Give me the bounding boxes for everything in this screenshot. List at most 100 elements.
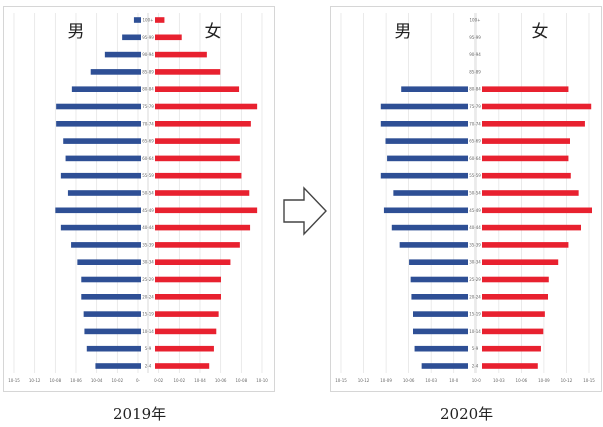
female-bar [155, 190, 250, 196]
age-label: 70-74 [469, 121, 481, 126]
age-label: 95-99 [142, 35, 154, 40]
male-bar [63, 138, 141, 144]
female-bar [155, 103, 258, 110]
male-bar [391, 224, 468, 231]
age-label: 2-4 [145, 364, 152, 369]
female-bar [155, 86, 240, 92]
male-bar [95, 363, 141, 369]
female-bar [482, 121, 585, 127]
x-tick-label: 10-06 [70, 378, 82, 383]
x-tick-label: 10-15 [8, 378, 20, 383]
x-tick-label: 10-15 [335, 378, 347, 383]
male-bar [409, 259, 468, 265]
age-label: 5-9 [145, 346, 152, 351]
male-bar [86, 345, 141, 352]
age-label: 100+ [143, 18, 154, 23]
female-bar [155, 207, 258, 214]
x-tick-label: 10-03 [493, 378, 505, 383]
age-label: 25-29 [469, 277, 481, 282]
age-label: 10-14 [469, 329, 481, 334]
female-bar [482, 86, 569, 92]
female-bar [482, 363, 538, 369]
female-bar [482, 155, 569, 162]
x-tick-label: 10-10 [256, 378, 268, 383]
female-bar [155, 51, 207, 58]
x-tick-label: 10-12 [561, 378, 573, 383]
age-label: 95-99 [469, 35, 481, 40]
female-bar [482, 276, 549, 283]
female-bar [155, 259, 231, 265]
age-label: 45-49 [142, 208, 154, 213]
male-bar [77, 259, 141, 265]
x-tick-label: 10-02 [174, 378, 186, 383]
male-bar [104, 51, 141, 58]
female-bar [155, 224, 251, 231]
age-label: 5-9 [472, 346, 479, 351]
female-label: 女 [205, 22, 222, 42]
male-bar [383, 207, 468, 214]
female-bar [482, 328, 544, 335]
female-bar [155, 311, 219, 317]
age-label: 25-29 [142, 277, 154, 282]
x-tick-label: 0-02 [154, 378, 164, 383]
female-bar [155, 34, 182, 41]
age-label: 35-39 [142, 242, 154, 247]
male-bar [56, 103, 142, 110]
x-tick-label: 10-06 [516, 378, 528, 383]
age-label: 10-14 [142, 329, 154, 334]
x-tick-label: 10-0 [472, 378, 482, 383]
age-label: 50-54 [142, 191, 154, 196]
male-bar [122, 34, 141, 41]
female-bar [155, 328, 217, 335]
age-label: 70-74 [142, 121, 154, 126]
age-label: 60-64 [469, 156, 481, 161]
x-tick-label: 10-06 [403, 378, 415, 383]
age-label: 65-69 [142, 139, 154, 144]
male-bar [399, 242, 468, 248]
female-label: 女 [532, 22, 549, 42]
age-label: 40-44 [142, 225, 154, 230]
x-tick-label: 10-02 [112, 378, 124, 383]
female-bar [482, 103, 592, 110]
female-bar [155, 138, 240, 144]
male-bar [380, 121, 468, 127]
female-bar [155, 155, 240, 162]
male-bar [81, 276, 141, 283]
female-bar [155, 276, 221, 283]
male-bar [401, 86, 468, 92]
age-label: 2-4 [472, 364, 479, 369]
male-bar [81, 294, 141, 300]
age-label: 65-69 [469, 139, 481, 144]
female-bar [155, 172, 242, 179]
female-bar [482, 294, 548, 300]
age-label: 85-89 [142, 69, 154, 74]
age-label: 15-19 [142, 312, 154, 317]
x-tick-label: 10-06 [215, 378, 227, 383]
age-label: 90-94 [469, 52, 481, 57]
x-tick-label: 10-12 [29, 378, 41, 383]
male-label: 男 [68, 22, 85, 42]
female-bar [155, 345, 214, 352]
x-tick-label: 0- [136, 378, 141, 383]
male-bar [56, 121, 142, 127]
pyramid-2020-panel: 10-15 10-12 10-09 10-06 10-03 10-0 10-0 10-03 10… [330, 6, 602, 392]
x-tick-label: 10-03 [425, 378, 437, 383]
right-arrow-outline-icon [283, 186, 327, 236]
age-label: 80-84 [142, 87, 154, 92]
male-bar [55, 207, 141, 214]
age-label: 30-34 [142, 260, 154, 265]
year-caption-2020: 2020年 [440, 405, 494, 423]
male-bar [410, 276, 468, 283]
age-label: 50-54 [469, 191, 481, 196]
pyramid-2019-panel: 10-15 10-12 10-08 10-06 10-04 10-02 0- 0-02 10-0… [3, 6, 275, 392]
female-bar [155, 242, 240, 248]
x-tick-label: 10-15 [583, 378, 595, 383]
x-tick-label: 10-04 [91, 378, 103, 383]
age-label: 55-59 [142, 173, 154, 178]
age-label: 85-89 [469, 69, 481, 74]
female-bar [482, 224, 581, 231]
male-bar [393, 190, 468, 196]
x-tick-label: 10-04 [194, 378, 206, 383]
female-bar [482, 172, 571, 179]
age-label: 20-24 [469, 294, 481, 299]
